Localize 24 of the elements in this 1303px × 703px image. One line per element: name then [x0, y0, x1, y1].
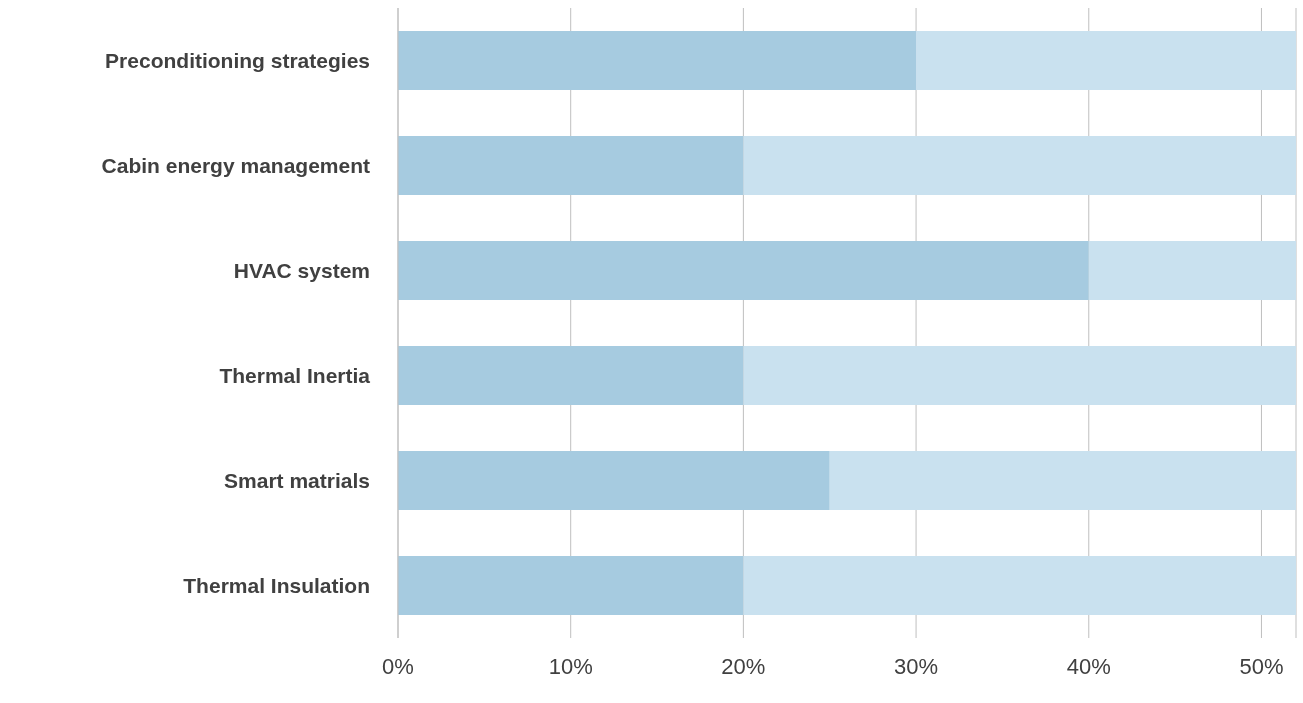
x-tick-label: 20%: [721, 653, 766, 679]
bar: [743, 136, 1296, 196]
bar: [398, 556, 744, 616]
bar: [743, 346, 1296, 406]
y-tick-label: Preconditioning strategies: [105, 48, 370, 72]
bar: [829, 451, 1296, 511]
bar: [1088, 241, 1296, 301]
bar: [916, 31, 1296, 91]
bar: [743, 556, 1296, 616]
y-tick-label: Smart matrials: [224, 468, 370, 492]
x-tick-label: 50%: [1239, 653, 1284, 679]
x-tick-label: 40%: [1066, 653, 1111, 679]
bar: [398, 451, 830, 511]
x-tick-label: 30%: [894, 653, 939, 679]
bar: [398, 346, 744, 406]
y-tick-label: Thermal Insulation: [183, 573, 370, 597]
y-tick-label: HVAC system: [233, 258, 370, 282]
bar: [398, 136, 744, 196]
y-tick-label: Cabin energy management: [101, 153, 371, 177]
y-tick-label: Thermal Inertia: [219, 363, 371, 387]
bar: [398, 241, 1089, 301]
x-tick-label: 0%: [382, 653, 414, 679]
x-tick-label: 10%: [548, 653, 593, 679]
bar: [398, 31, 917, 91]
